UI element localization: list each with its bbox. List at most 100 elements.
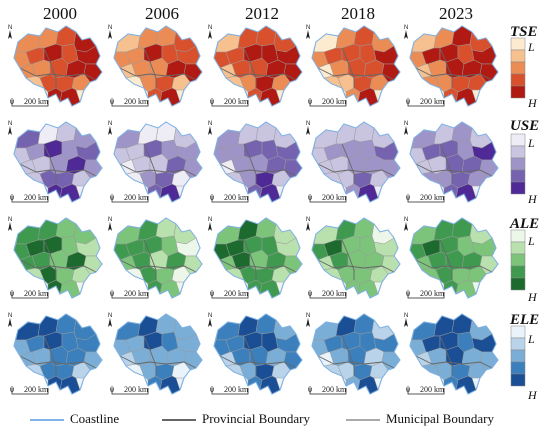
scale-bar: 0 200 km — [210, 289, 249, 299]
scale-zero-label: 0 — [10, 385, 14, 394]
provincial-boundary — [341, 335, 355, 376]
north-label: N — [8, 217, 12, 223]
scale-zero-label: 0 — [406, 289, 410, 298]
legend-high-label: H — [528, 290, 537, 304]
north-arrow-icon: N — [8, 25, 12, 39]
scale-distance-label: 200 km — [420, 97, 445, 106]
municipal-area — [451, 25, 473, 47]
district-map: N 0 200 km — [208, 217, 303, 299]
legend-swatch — [510, 61, 526, 75]
municipal-line-swatch — [346, 419, 380, 422]
provincial-boundary — [415, 163, 493, 177]
provincial-boundary — [143, 239, 157, 280]
municipal-area — [155, 121, 177, 143]
coastline — [13, 121, 103, 203]
coastline — [113, 217, 203, 299]
north-label: N — [108, 313, 112, 319]
coastline — [311, 217, 401, 299]
provincial-boundary-legend-item: Provincial Boundary — [162, 411, 310, 427]
legend-title: ALE — [510, 216, 540, 232]
scale-zero-label: 0 — [210, 385, 214, 394]
district-map: N 0 200 km — [8, 25, 103, 107]
scale-bar: 0 200 km — [406, 97, 445, 107]
provincial-boundary — [439, 47, 453, 88]
scale-bar: 0 200 km — [406, 193, 445, 203]
district-map: N 0 200 km — [8, 313, 103, 395]
north-arrow-icon: N — [208, 121, 212, 135]
north-arrow-icon: N — [306, 121, 310, 135]
north-label: N — [108, 217, 112, 223]
municipal-area — [451, 313, 473, 335]
north-arrow-icon: N — [404, 25, 408, 39]
scale-bar: 0 200 km — [308, 289, 347, 299]
provincial-boundary — [119, 67, 197, 81]
north-arrow-icon: N — [8, 217, 12, 231]
north-label: N — [108, 25, 112, 31]
provincial-boundary — [439, 239, 453, 280]
legend-swatch — [510, 49, 526, 63]
district-map: N 0 200 km — [404, 313, 499, 395]
legend-swatch — [510, 241, 526, 255]
district-map: N 0 200 km — [208, 313, 303, 395]
scale-zero-label: 0 — [406, 97, 410, 106]
scale-distance-label: 200 km — [224, 385, 249, 394]
scale-bar: 0 200 km — [308, 97, 347, 107]
scale-bar: 0 200 km — [110, 289, 149, 299]
north-arrow-icon: N — [404, 121, 408, 135]
coastline — [113, 121, 203, 203]
scale-bar: 0 200 km — [110, 97, 149, 107]
municipal-area — [55, 25, 77, 47]
legend-low-label: L — [528, 234, 535, 248]
scale-zero-label: 0 — [10, 289, 14, 298]
coastline — [13, 313, 103, 395]
provincial-boundary — [243, 239, 257, 280]
legend-low-label: L — [528, 136, 535, 150]
provincial-boundary — [43, 239, 57, 280]
legend-title: USE — [510, 118, 540, 134]
legend-high-label: H — [528, 388, 537, 402]
north-arrow-icon: N — [306, 313, 310, 327]
scale-zero-label: 0 — [308, 385, 312, 394]
municipal-area — [255, 25, 277, 47]
coastline — [409, 313, 499, 395]
legend-swatch — [510, 337, 526, 351]
year-label: 2018 — [341, 4, 375, 23]
scale-zero-label: 0 — [210, 193, 214, 202]
coastline — [409, 217, 499, 299]
scale-zero-label: 0 — [406, 193, 410, 202]
scale-zero-label: 0 — [110, 97, 114, 106]
north-label: N — [404, 121, 408, 127]
district-map: N 0 200 km — [108, 121, 203, 203]
provincial-boundary — [43, 47, 57, 88]
district-map: N 0 200 km — [306, 217, 401, 299]
provincial-boundary — [19, 355, 97, 369]
provincial-boundary — [341, 143, 355, 184]
scale-distance-label: 200 km — [322, 385, 347, 394]
municipal-area — [155, 217, 177, 239]
provincial-boundary — [439, 143, 453, 184]
coastline — [213, 121, 303, 203]
legend-title: ELE — [510, 312, 540, 328]
municipal-area — [55, 121, 77, 143]
scale-bar: 0 200 km — [10, 289, 49, 299]
scale-zero-label: 0 — [210, 289, 214, 298]
coastline — [213, 25, 303, 107]
north-label: N — [306, 217, 310, 223]
legend-swatch — [510, 169, 526, 183]
north-label: N — [404, 313, 408, 319]
district-map: N 0 200 km — [306, 313, 401, 395]
scale-zero-label: 0 — [110, 289, 114, 298]
provincial-boundary — [317, 259, 395, 273]
north-arrow-icon: N — [306, 217, 310, 231]
municipal-area — [451, 121, 473, 143]
scale-distance-label: 200 km — [420, 193, 445, 202]
provincial-boundary — [341, 239, 355, 280]
provincial-line-swatch — [162, 419, 196, 422]
district-map: N 0 200 km — [404, 25, 499, 107]
provincial-boundary — [439, 335, 453, 376]
scale-distance-label: 200 km — [124, 193, 149, 202]
scale-distance-label: 200 km — [24, 193, 49, 202]
scale-bar: 0 200 km — [308, 385, 347, 395]
north-label: N — [208, 313, 212, 319]
